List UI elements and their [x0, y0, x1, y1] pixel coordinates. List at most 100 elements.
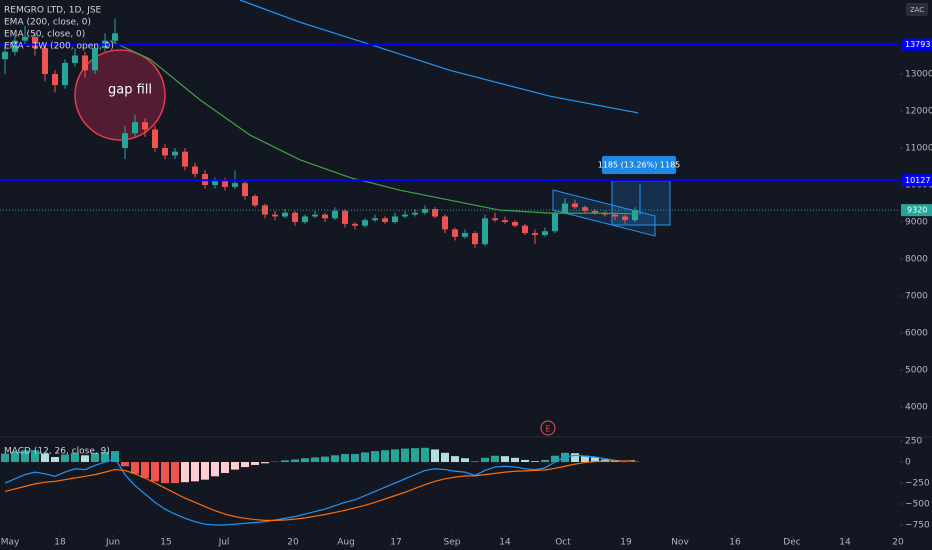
candle-body: [272, 214, 278, 217]
last-price-box: [901, 204, 932, 217]
x-tick-label: 20: [287, 538, 299, 548]
histogram-bar: [531, 461, 539, 463]
histogram-bar: [591, 457, 599, 463]
x-tick-label: May: [1, 538, 20, 548]
histogram-bar: [431, 449, 439, 463]
histogram-bar: [451, 456, 459, 463]
candle-body: [42, 48, 48, 74]
x-tick-label: 15: [160, 538, 171, 548]
histogram-bar: [401, 448, 409, 463]
candle-body: [82, 55, 88, 71]
candle-body: [132, 122, 138, 134]
histogram-bar: [341, 454, 349, 463]
candle-body: [92, 48, 98, 71]
candle-body: [292, 212, 298, 222]
x-tick-label: Nov: [671, 538, 689, 548]
candle-body: [362, 220, 368, 226]
histogram-bar: [581, 455, 589, 463]
x-tick-label: 16: [729, 538, 741, 548]
ema-line: [109, 40, 639, 215]
candle-body: [492, 218, 498, 221]
histogram-bar: [301, 458, 309, 463]
histogram-bar: [571, 453, 579, 463]
candle-body: [482, 218, 488, 245]
histogram-bar: [191, 462, 199, 482]
candle-body: [2, 51, 8, 60]
candle-body: [282, 212, 288, 217]
histogram-bar: [441, 452, 449, 463]
histogram-bar: [11, 451, 19, 463]
histogram-bar: [411, 448, 419, 463]
histogram-bar: [141, 462, 149, 478]
candle-body: [222, 181, 228, 187]
legend-entry: EMA - 1W (200, open, 0): [4, 42, 114, 52]
y-tick-label: 0: [905, 458, 911, 468]
y-tick-label: 11000: [905, 143, 932, 153]
candle-body: [122, 133, 128, 148]
candle-body: [342, 210, 348, 224]
histogram-bar: [151, 462, 159, 482]
candle-body: [422, 209, 428, 213]
histogram-bar: [481, 457, 489, 463]
candle-body: [302, 216, 308, 222]
histogram-bar: [541, 459, 549, 463]
histogram-bar: [391, 449, 399, 463]
candle-body: [332, 210, 338, 219]
price-label-box: [901, 38, 932, 51]
macd-line: [4, 454, 636, 526]
candle-body: [432, 209, 438, 217]
histogram-bar: [461, 458, 469, 463]
histogram-bar: [351, 454, 359, 463]
x-tick-label: Jul: [218, 538, 230, 548]
x-tick-label: Sep: [444, 538, 461, 548]
candle-body: [52, 73, 58, 86]
histogram-bar: [551, 455, 559, 463]
histogram-bar: [51, 456, 59, 463]
histogram-bar: [631, 461, 639, 463]
legend-entry: EMA (200, close, 0): [4, 18, 91, 28]
y-tick-label: −250: [905, 479, 930, 489]
candle-body: [372, 218, 378, 221]
histogram-bar: [101, 451, 109, 463]
candle-body: [612, 214, 618, 217]
histogram-bar: [281, 460, 289, 463]
histogram-bar: [181, 462, 189, 483]
candle-body: [582, 207, 588, 211]
y-tick-label: 250: [905, 437, 922, 447]
x-tick-label: 17: [390, 538, 401, 548]
x-tick-label: 20: [892, 538, 904, 548]
legend-entry: EMA (50, close, 0): [4, 30, 85, 40]
histogram-bar: [611, 461, 619, 463]
y-tick-label: 4000: [905, 402, 928, 412]
histogram-bar: [31, 450, 39, 463]
histogram-bar: [361, 452, 369, 463]
histogram-bar: [71, 452, 79, 463]
gap-fill-label: gap fill: [108, 83, 152, 98]
histogram-bar: [171, 462, 179, 484]
histogram-bar: [331, 455, 339, 463]
measure-box: [611, 180, 671, 226]
histogram-bar: [521, 459, 529, 463]
signal-line: [4, 460, 636, 522]
candle-body: [152, 129, 158, 148]
candle-body: [532, 233, 538, 235]
candle-body: [592, 210, 598, 213]
candle-body: [562, 203, 568, 213]
candle-body: [212, 181, 218, 185]
candle-body: [572, 203, 578, 208]
histogram-bar: [261, 462, 269, 464]
candle-body: [452, 229, 458, 237]
histogram-bar: [41, 453, 49, 463]
histogram-bar: [511, 457, 519, 463]
measure-label-box: [602, 156, 676, 174]
y-tick-label: 5000: [905, 365, 928, 375]
candle-body: [162, 147, 168, 156]
candle-body: [512, 221, 518, 226]
y-tick-label: 9000: [905, 217, 928, 227]
y-tick-label: 13000: [905, 69, 932, 79]
histogram-bar: [201, 462, 209, 480]
candle-body: [112, 33, 118, 41]
histogram-bar: [161, 462, 169, 484]
currency: ZAC: [910, 6, 924, 14]
